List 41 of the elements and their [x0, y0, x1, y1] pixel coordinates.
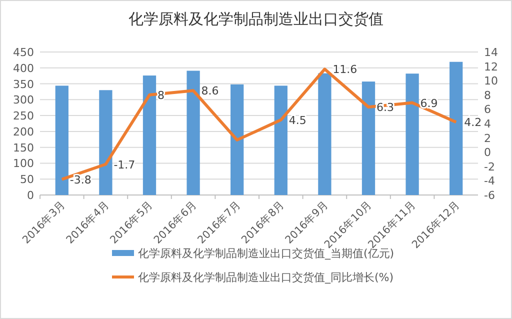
bar — [362, 82, 376, 195]
data-label: 4.5 — [288, 114, 306, 127]
chart-title: 化学原料及化学制品制造业出口交货值 — [128, 10, 384, 28]
y-tick-label: 350 — [13, 78, 34, 91]
y2-tick-label: 0 — [484, 146, 491, 160]
y2-tick-label: 8 — [484, 88, 491, 102]
y2-tick-label: 12 — [484, 60, 498, 74]
y2-tick-label: 14 — [484, 46, 498, 59]
y2-tick-label: 10 — [484, 74, 498, 88]
data-label: 6.9 — [420, 96, 438, 110]
bar — [142, 76, 156, 195]
data-label: 8.6 — [201, 84, 219, 98]
y2-tick-label: 6 — [484, 103, 491, 116]
y-tick-label: 0 — [27, 189, 34, 202]
y2-tick-label: -2 — [484, 160, 495, 174]
bar — [186, 70, 200, 195]
data-label: -3.8 — [70, 173, 92, 186]
legend-label: 化学原料及化学制品制造业出口交货值_同比增长(%) — [138, 271, 394, 284]
y-tick-label: 250 — [13, 110, 34, 123]
bar — [406, 74, 419, 195]
bar — [99, 90, 112, 195]
y-tick-label: 400 — [13, 62, 34, 75]
y-tick-label: 450 — [13, 46, 34, 59]
y2-tick-label: 4 — [484, 118, 491, 130]
bar — [318, 73, 332, 195]
y2-tick-label: -6 — [484, 189, 495, 202]
data-label: -1.7 — [114, 158, 136, 172]
bar — [55, 86, 68, 195]
y2-tick-label: -4 — [484, 174, 495, 188]
y-tick-label: 150 — [13, 141, 34, 154]
y2-tick-label: 2 — [484, 132, 491, 145]
data-label: 4.2 — [464, 116, 482, 130]
bar — [274, 86, 288, 195]
y-tick-label: 300 — [13, 94, 34, 107]
legend-label: 化学原料及化学制品制造业出口交货值_当期值(亿元) — [138, 247, 394, 260]
bar — [230, 84, 244, 195]
y-tick-label: 200 — [13, 125, 34, 138]
y-tick-label: 100 — [13, 157, 34, 170]
bar — [450, 62, 463, 195]
y-tick-label: 50 — [20, 173, 34, 186]
data-label: 11.6 — [332, 63, 358, 76]
